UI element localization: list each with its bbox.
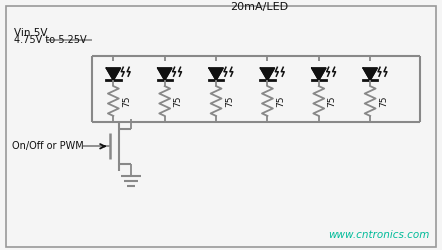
Text: 20mA/LED: 20mA/LED <box>230 2 289 12</box>
Text: 75: 75 <box>174 95 183 107</box>
Polygon shape <box>363 68 377 80</box>
Text: 75: 75 <box>122 95 131 107</box>
Polygon shape <box>260 68 274 80</box>
Polygon shape <box>312 68 326 80</box>
Polygon shape <box>209 68 223 80</box>
Polygon shape <box>106 68 121 80</box>
Text: Vin 5V: Vin 5V <box>14 28 47 38</box>
Text: 75: 75 <box>225 95 234 107</box>
Text: 4.75V to 5.25V: 4.75V to 5.25V <box>14 34 86 44</box>
Text: 75: 75 <box>328 95 337 107</box>
Polygon shape <box>157 68 172 80</box>
Text: On/Off or PWM: On/Off or PWM <box>11 141 84 151</box>
Text: www.cntronics.com: www.cntronics.com <box>328 230 430 240</box>
Text: 75: 75 <box>379 95 388 107</box>
Text: 75: 75 <box>276 95 286 107</box>
